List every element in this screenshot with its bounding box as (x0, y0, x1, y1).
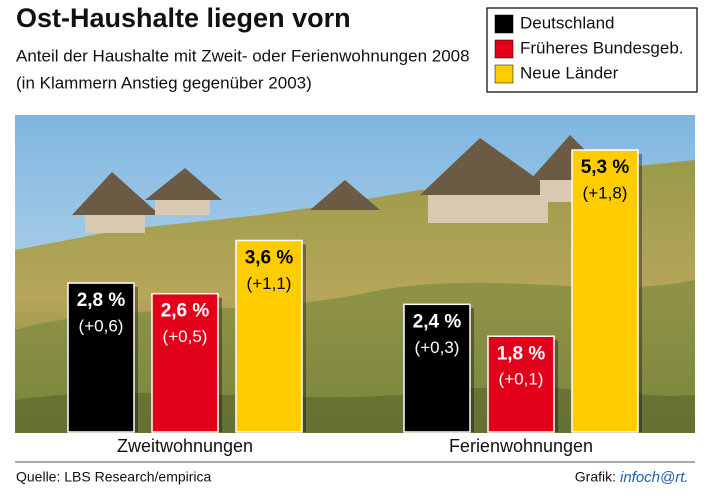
change-label: (+0,1) (499, 370, 544, 389)
note: (in Klammern Anstieg gegenüber 2003) (16, 73, 312, 92)
value-label: 5,3 % (581, 157, 630, 178)
legend-swatch (494, 39, 514, 59)
bar (235, 239, 303, 433)
change-label: (+0,3) (415, 338, 460, 357)
value-label: 2,4 % (413, 311, 462, 332)
credit-prefix: Grafik: (575, 469, 616, 485)
bar (67, 282, 135, 433)
bar (403, 303, 471, 433)
bar (151, 292, 219, 433)
value-label: 2,8 % (77, 290, 126, 311)
value-label: 1,8 % (497, 343, 546, 364)
legend-swatch (494, 64, 514, 84)
change-label: (+0,5) (163, 327, 208, 346)
legend-label: Neue Länder (520, 63, 619, 82)
subtitle: Anteil der Haushalte mit Zweit- oder Fer… (16, 46, 470, 65)
change-label: (+0,6) (79, 317, 124, 336)
legend-label: Früheres Bundesgeb. (520, 38, 684, 57)
legend-box (486, 7, 698, 93)
x-tick-label: Zweitwohnungen (117, 436, 253, 456)
x-tick-label: Ferienwohnungen (449, 436, 593, 456)
change-label: (+1,8) (583, 184, 628, 203)
source: Quelle: LBS Research/empirica (16, 469, 212, 485)
change-label: (+1,1) (247, 274, 292, 293)
credit: infoch@rt. (620, 469, 689, 486)
chart-title: Ost-Haushalte liegen vorn (16, 3, 351, 33)
bar (571, 149, 639, 433)
bar (487, 335, 555, 433)
legend-swatch (494, 14, 514, 34)
value-label: 2,6 % (161, 301, 210, 322)
value-label: 3,6 % (245, 247, 294, 268)
legend-label: Deutschland (520, 13, 615, 32)
